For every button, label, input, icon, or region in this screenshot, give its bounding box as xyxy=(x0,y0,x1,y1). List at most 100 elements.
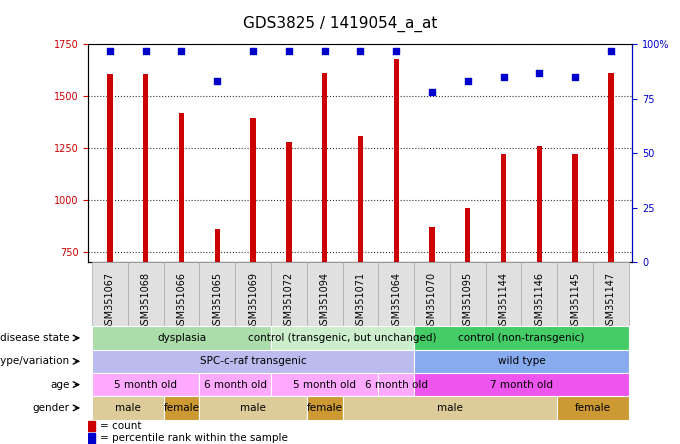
Point xyxy=(319,48,330,55)
Text: GSM351069: GSM351069 xyxy=(248,272,258,331)
Text: gender: gender xyxy=(33,403,70,413)
Bar xyxy=(394,59,399,407)
Text: SPC-c-raf transgenic: SPC-c-raf transgenic xyxy=(200,356,307,366)
Text: female: female xyxy=(575,403,611,413)
Bar xyxy=(88,433,95,443)
Text: 6 month old: 6 month old xyxy=(364,380,428,390)
Bar xyxy=(414,373,629,396)
Text: 5 month old: 5 month old xyxy=(114,380,177,390)
Bar xyxy=(557,396,629,420)
Bar xyxy=(343,262,378,326)
Bar xyxy=(235,262,271,326)
Text: 6 month old: 6 month old xyxy=(203,380,267,390)
Bar xyxy=(215,229,220,407)
Bar xyxy=(608,73,613,407)
Text: GSM351147: GSM351147 xyxy=(606,272,616,331)
Text: GSM351095: GSM351095 xyxy=(463,272,473,331)
Bar xyxy=(199,262,235,326)
Bar xyxy=(92,262,128,326)
Point xyxy=(391,48,402,55)
Bar xyxy=(128,262,164,326)
Text: age: age xyxy=(50,380,70,390)
Bar xyxy=(522,262,557,326)
Bar xyxy=(88,421,95,431)
Text: female: female xyxy=(163,403,199,413)
Point xyxy=(605,48,616,55)
Point xyxy=(140,48,151,55)
Bar xyxy=(92,396,164,420)
Bar xyxy=(414,326,629,350)
Text: 7 month old: 7 month old xyxy=(490,380,553,390)
Text: disease state: disease state xyxy=(0,333,70,343)
Point xyxy=(355,48,366,55)
Bar xyxy=(322,73,327,407)
Bar xyxy=(307,396,343,420)
Bar xyxy=(343,396,557,420)
Bar xyxy=(573,154,578,407)
Point xyxy=(534,69,545,76)
Text: female: female xyxy=(307,403,343,413)
Text: = percentile rank within the sample: = percentile rank within the sample xyxy=(101,433,288,443)
Bar xyxy=(358,135,363,407)
Bar xyxy=(250,118,256,407)
Text: GSM351070: GSM351070 xyxy=(427,272,437,331)
Bar xyxy=(378,373,414,396)
Text: GSM351071: GSM351071 xyxy=(356,272,365,331)
Point xyxy=(211,78,222,85)
Bar xyxy=(92,350,414,373)
Text: male: male xyxy=(115,403,141,413)
Bar xyxy=(92,373,199,396)
Bar xyxy=(307,262,343,326)
Bar xyxy=(450,262,486,326)
Text: wild type: wild type xyxy=(498,356,545,366)
Bar xyxy=(557,262,593,326)
Bar xyxy=(537,146,542,407)
Text: male: male xyxy=(240,403,266,413)
Text: dysplasia: dysplasia xyxy=(157,333,206,343)
Bar xyxy=(143,74,148,407)
Bar xyxy=(465,208,471,407)
Bar xyxy=(378,262,414,326)
Bar xyxy=(271,326,414,350)
Bar xyxy=(271,373,378,396)
Point xyxy=(105,48,116,55)
Point xyxy=(570,73,581,81)
Text: GSM351067: GSM351067 xyxy=(105,272,115,331)
Text: = count: = count xyxy=(101,421,142,431)
Point xyxy=(462,78,473,85)
Point xyxy=(284,48,294,55)
Point xyxy=(426,89,437,96)
Text: control (transgenic, but unchanged): control (transgenic, but unchanged) xyxy=(248,333,437,343)
Text: GSM351072: GSM351072 xyxy=(284,272,294,331)
Bar xyxy=(593,262,629,326)
Point xyxy=(248,48,258,55)
Text: GSM351146: GSM351146 xyxy=(534,272,545,331)
Text: genotype/variation: genotype/variation xyxy=(0,356,70,366)
Text: 5 month old: 5 month old xyxy=(293,380,356,390)
Bar xyxy=(179,113,184,407)
Text: GSM351068: GSM351068 xyxy=(141,272,151,331)
Bar xyxy=(286,142,292,407)
Text: GSM351066: GSM351066 xyxy=(176,272,186,331)
Text: control (non-transgenic): control (non-transgenic) xyxy=(458,333,585,343)
Text: GSM351144: GSM351144 xyxy=(498,272,509,331)
Bar xyxy=(271,262,307,326)
Text: GDS3825 / 1419054_a_at: GDS3825 / 1419054_a_at xyxy=(243,16,437,32)
Bar xyxy=(107,74,113,407)
Text: male: male xyxy=(437,403,463,413)
Bar xyxy=(92,326,271,350)
Bar xyxy=(501,154,506,407)
Bar xyxy=(199,396,307,420)
Bar xyxy=(414,262,450,326)
Bar xyxy=(486,262,522,326)
Text: GSM351065: GSM351065 xyxy=(212,272,222,331)
Text: GSM351064: GSM351064 xyxy=(391,272,401,331)
Bar xyxy=(164,396,199,420)
Point xyxy=(498,73,509,81)
Point xyxy=(176,48,187,55)
Bar xyxy=(164,262,199,326)
Bar xyxy=(429,227,435,407)
Bar xyxy=(414,350,629,373)
Text: GSM351145: GSM351145 xyxy=(570,272,580,331)
Text: GSM351094: GSM351094 xyxy=(320,272,330,331)
